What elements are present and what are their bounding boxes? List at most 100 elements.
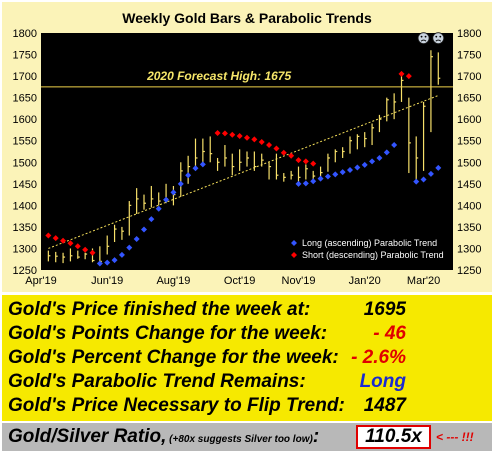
gold-silver-ratio-panel: Gold/Silver Ratio, (+80x suggests Silver… — [2, 423, 492, 451]
long-trend-point — [104, 259, 111, 266]
short-trend-point — [258, 139, 265, 146]
legend-marker — [291, 252, 297, 258]
forecast-label: 2020 Forecast High: 1675 — [146, 69, 291, 83]
y-tick-label: 1300 — [13, 243, 37, 255]
price-bar — [297, 166, 301, 182]
long-trend-point — [332, 171, 339, 178]
y-tick-label: 1250 — [13, 265, 37, 277]
stat-value: - 46 — [373, 323, 406, 344]
long-trend-point — [413, 178, 420, 185]
price-bar — [77, 250, 80, 259]
y-tick-label: 1550 — [13, 136, 37, 148]
short-trend-point — [288, 152, 295, 159]
y-tick-label: 1800 — [13, 28, 37, 40]
long-trend-point — [369, 158, 376, 165]
price-bar — [246, 151, 249, 167]
price-bar — [305, 164, 308, 180]
short-trend-point — [244, 134, 250, 141]
price-bar — [415, 136, 419, 184]
ratio-note: (+80x suggests Silver too low) — [166, 434, 313, 445]
y-tick-label-right: 1550 — [457, 136, 481, 148]
y-tick-label-right: 1250 — [457, 265, 481, 277]
long-trend-point — [347, 167, 353, 174]
y-tick-label-right: 1450 — [457, 179, 481, 191]
stat-value: Long — [359, 371, 406, 392]
price-bar — [386, 97, 389, 122]
stat-label: Gold's Price finished the week at: — [8, 299, 311, 320]
stat-value: 1487 — [363, 395, 406, 416]
x-tick-label: Jan'20 — [349, 275, 381, 287]
y-tick-label-right: 1700 — [457, 71, 481, 83]
price-bar — [334, 149, 338, 163]
price-bar — [55, 251, 58, 263]
ratio-colon: : — [312, 426, 320, 447]
short-trend-point — [221, 130, 228, 137]
stat-row-price: Gold's Price finished the week at: 1695 — [2, 297, 492, 322]
x-tick-label: Nov'19 — [282, 275, 316, 287]
x-tick-label: Aug'19 — [156, 275, 190, 287]
ratio-value-box: 110.5x — [356, 425, 431, 449]
y-tick-label-right: 1650 — [457, 93, 481, 105]
price-bar — [437, 52, 441, 85]
y-tick-label-right: 1800 — [457, 28, 481, 40]
price-bar — [371, 123, 375, 146]
legend-label: Long (ascending) Parabolic Trend — [302, 238, 437, 248]
short-trend-point — [295, 157, 302, 164]
x-tick-label: Mar'20 — [407, 275, 440, 287]
price-bar — [239, 149, 242, 171]
price-bar — [216, 157, 220, 171]
long-trend-point — [317, 175, 324, 182]
price-bar — [84, 252, 88, 260]
y-tick-label: 1450 — [13, 179, 37, 191]
y-tick-label: 1750 — [13, 50, 37, 62]
face-eye — [424, 35, 427, 38]
short-trend-point — [405, 73, 412, 80]
short-trend-point — [302, 158, 309, 165]
price-bar — [69, 248, 73, 262]
short-trend-point — [273, 145, 280, 152]
face-mouth — [420, 39, 427, 42]
face-circle — [417, 32, 430, 45]
price-bar — [62, 252, 66, 264]
x-tick-label: Jun'19 — [91, 275, 123, 287]
price-bar — [253, 151, 257, 171]
long-trend-point — [383, 149, 390, 156]
short-trend-point — [229, 131, 236, 138]
short-trend-point — [398, 70, 405, 77]
price-bar — [261, 153, 264, 167]
face-eye — [439, 35, 442, 38]
long-trend-point — [133, 235, 140, 242]
stats-panel: Gold's Price finished the week at: 1695 … — [2, 295, 492, 421]
short-trend-point — [236, 132, 243, 139]
long-trend-point — [155, 205, 162, 212]
sad-face-icon — [417, 32, 430, 45]
gold-chart: Weekly Gold Bars & Parabolic Trends 1250… — [13, 10, 482, 287]
x-tick-label: Oct'19 — [224, 275, 255, 287]
price-bar — [422, 101, 426, 171]
ratio-label-text: Gold/Silver Ratio, — [8, 426, 167, 447]
price-bar — [378, 114, 382, 133]
price-bar — [187, 155, 191, 184]
long-trend-point — [324, 173, 331, 180]
price-bar — [283, 173, 286, 182]
stat-label: Gold's Parabolic Trend Remains: — [8, 371, 306, 392]
price-bar — [224, 145, 227, 167]
stat-value: 1695 — [363, 299, 406, 320]
stat-row-flip-price: Gold's Price Necessary to Flip Trend: 14… — [2, 393, 492, 418]
long-trend-point — [376, 154, 383, 161]
short-trend-point — [310, 160, 317, 167]
price-bar — [430, 50, 433, 133]
price-bar — [150, 185, 154, 208]
long-trend-point — [96, 260, 103, 267]
price-bar — [106, 235, 110, 255]
face-circle — [432, 32, 445, 45]
long-trend-point — [199, 161, 206, 168]
chart-title: Weekly Gold Bars & Parabolic Trends — [122, 10, 372, 26]
price-bar — [400, 76, 404, 102]
short-trend-point — [214, 129, 221, 136]
trend-line — [48, 95, 439, 249]
x-tick-label: Apr'19 — [25, 275, 56, 287]
legend-marker — [291, 240, 297, 246]
long-trend-point — [163, 196, 170, 203]
